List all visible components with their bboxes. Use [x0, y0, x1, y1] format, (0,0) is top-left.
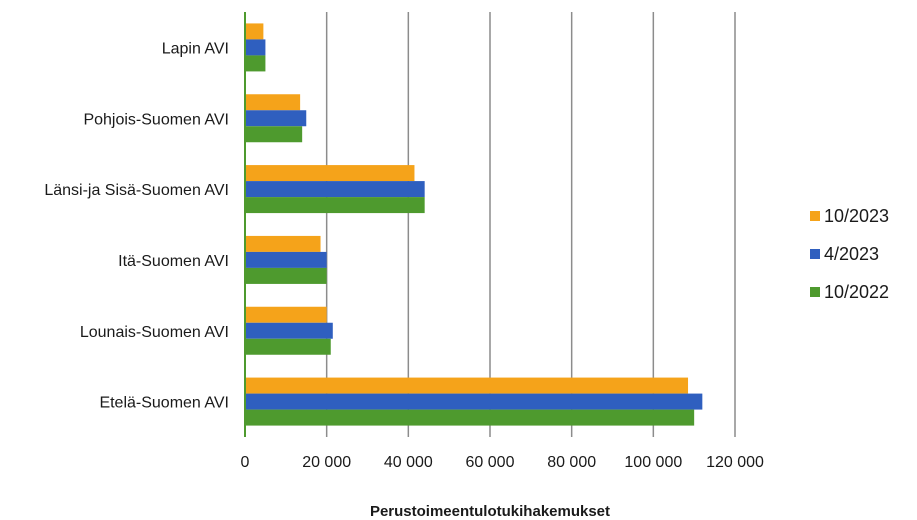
bar [245, 235, 321, 252]
bars [245, 23, 703, 426]
bar [245, 306, 327, 323]
category-label: Länsi-ja Sisä-Suomen AVI [44, 182, 229, 199]
bar [245, 409, 695, 426]
legend-label: 10/2022 [824, 282, 889, 302]
legend-swatch [810, 287, 820, 297]
bar [245, 251, 327, 268]
bar [245, 110, 307, 127]
legend-swatch [810, 249, 820, 259]
category-label: Lounais-Suomen AVI [80, 324, 229, 341]
bar [245, 39, 266, 56]
bar [245, 126, 303, 143]
bar [245, 197, 425, 214]
bar [245, 181, 425, 198]
bar [245, 94, 301, 111]
category-label: Pohjois-Suomen AVI [83, 111, 229, 128]
x-tick-label: 0 [241, 454, 250, 471]
legend-label: 10/2023 [824, 206, 889, 226]
category-label: Itä-Suomen AVI [118, 253, 229, 270]
bar [245, 338, 331, 355]
category-label: Etelä-Suomen AVI [99, 395, 229, 412]
bar [245, 23, 264, 40]
gridlines [325, 12, 736, 437]
bar [245, 377, 689, 394]
x-tick-label: 100 000 [624, 454, 682, 471]
category-label: Lapin AVI [162, 40, 229, 57]
x-tick-labels: 0 20 000 40 000 60 000 80 000 100 000 120 000 [241, 454, 764, 471]
x-tick-label: 20 000 [302, 454, 351, 471]
legend-swatch [810, 211, 820, 221]
category-labels: Etelä-Suomen AVI Lounais-Suomen AVI Itä-Su… [44, 40, 229, 411]
x-axis-label: Perustoimeentulotukihakemukset [370, 503, 610, 520]
bar [245, 322, 333, 339]
legend-label: 4/2023 [824, 244, 879, 264]
x-tick-label: 80 000 [547, 454, 596, 471]
x-tick-label: 120 000 [706, 454, 764, 471]
x-tick-label: 40 000 [384, 454, 433, 471]
bar [245, 55, 266, 72]
bar [245, 393, 703, 410]
legend: 10/2023 4/2023 10/2022 [810, 206, 889, 302]
bar [245, 267, 327, 284]
x-tick-label: 60 000 [466, 454, 515, 471]
bar [245, 165, 415, 182]
